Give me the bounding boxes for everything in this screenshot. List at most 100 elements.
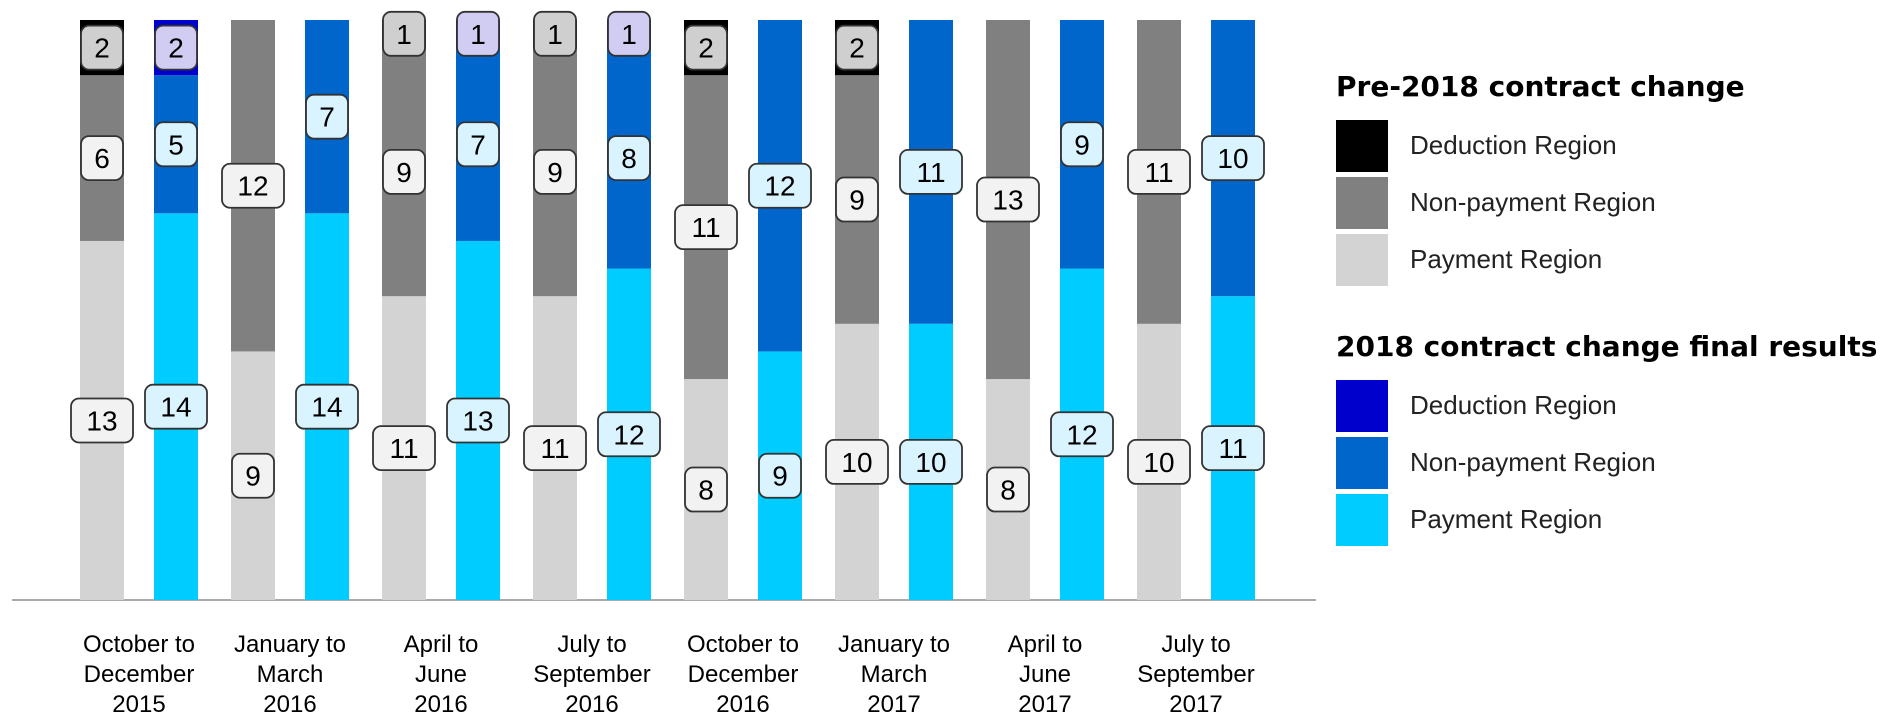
value-label-text: 12 — [1066, 419, 1097, 450]
legend-swatch — [1336, 379, 1388, 432]
value-label: 1 — [607, 10, 651, 57]
category-label-line: October to — [687, 631, 799, 658]
value-label-text: 10 — [915, 447, 946, 478]
category-label-line: March — [257, 661, 324, 688]
value-label-box — [758, 452, 802, 499]
value-label: 14 — [295, 383, 359, 430]
value-label-box — [684, 466, 728, 513]
value-label-text: 11 — [691, 212, 720, 243]
value-label-box — [382, 10, 426, 57]
category-label-line: September — [1137, 661, 1254, 688]
category-label-line: December — [84, 661, 195, 688]
legend-item-deduction: Deduction Region — [1336, 117, 1876, 174]
value-label-box — [456, 10, 500, 57]
value-label-box — [154, 121, 198, 168]
category-label-line: January to — [838, 631, 950, 658]
legend-swatch — [1336, 176, 1388, 229]
category-label-line: 2016 — [565, 691, 618, 718]
legend-item-non-payment: Non-payment Region — [1336, 434, 1876, 491]
value-label-text: 2 — [94, 33, 110, 64]
value-label: 8 — [986, 466, 1030, 513]
legend-swatch — [1336, 233, 1388, 286]
value-label: 13 — [976, 176, 1040, 223]
value-label-text: 8 — [621, 143, 637, 174]
value-label-box — [80, 135, 124, 181]
category-label: July to September 2016 — [533, 631, 650, 718]
value-label: 12 — [597, 411, 661, 458]
value-label: 11 — [899, 149, 963, 195]
legend-title: 2018 contract change final results — [1336, 330, 1878, 363]
category-label-line: June — [1019, 661, 1071, 688]
value-label-text: 8 — [698, 475, 714, 506]
value-label: 1 — [382, 10, 426, 57]
value-label-text: 13 — [86, 405, 117, 436]
value-label-text: 7 — [470, 129, 486, 160]
category-label: January to March 2016 — [234, 631, 346, 718]
value-label: 2 — [154, 24, 198, 71]
value-label-box — [1201, 135, 1265, 181]
value-label-text: 9 — [547, 157, 563, 188]
category-label: April to June 2016 — [404, 631, 479, 718]
value-label-text: 9 — [1074, 129, 1090, 160]
value-label-box — [607, 10, 651, 57]
value-label: 12 — [748, 162, 812, 209]
category-label-line: 2015 — [112, 691, 165, 718]
value-label-text: 11 — [1218, 433, 1247, 464]
value-label-box — [1050, 411, 1114, 458]
value-label: 7 — [456, 121, 500, 168]
legend-title: Pre-2018 contract change — [1336, 70, 1745, 103]
value-label-text: 9 — [396, 157, 412, 188]
value-label-box — [523, 425, 587, 471]
value-label-text: 1 — [470, 19, 486, 50]
value-label-box — [221, 162, 285, 209]
value-label: 14 — [144, 383, 208, 430]
category-label-line: 2017 — [1018, 691, 1071, 718]
value-label: 9 — [382, 149, 426, 195]
value-label-text: 14 — [160, 392, 191, 423]
legend-label: Deduction Region — [1410, 390, 1617, 420]
value-label: 10 — [899, 439, 963, 485]
value-label: 1 — [533, 10, 577, 57]
legend-label: Deduction Region — [1410, 130, 1617, 160]
value-label-text: 9 — [772, 461, 788, 492]
value-label: 12 — [1050, 411, 1114, 458]
value-label-box — [1127, 439, 1191, 485]
category-label: October to December 2016 — [687, 631, 799, 718]
value-label-box — [533, 149, 577, 195]
value-label: 9 — [835, 176, 879, 223]
value-label-box — [674, 204, 738, 251]
value-label-box — [305, 93, 349, 140]
category-label: April to June 2017 — [1008, 631, 1083, 718]
value-label-box — [748, 162, 812, 209]
value-label: 12 — [221, 162, 285, 209]
legend-label: Non-payment Region — [1410, 187, 1656, 217]
legend: Pre-2018 contract change Deduction Regio… — [1336, 70, 1878, 548]
value-label-text: 5 — [168, 129, 184, 160]
legend-item-non-payment: Non-payment Region — [1336, 174, 1876, 231]
legend-label: Payment Region — [1410, 244, 1603, 274]
value-label-text: 14 — [311, 392, 342, 423]
value-label-text: 9 — [245, 461, 261, 492]
legend-item-payment: Payment Region — [1336, 491, 1876, 548]
value-label-box — [597, 411, 661, 458]
value-label: 10 — [825, 439, 889, 485]
value-label-box — [80, 24, 124, 71]
value-label-text: 6 — [94, 143, 110, 174]
category-label-line: April to — [404, 631, 479, 658]
value-label-text: 12 — [613, 419, 644, 450]
value-label-text: 12 — [237, 171, 268, 202]
value-label-box — [231, 452, 275, 499]
legend-label: Payment Region — [1410, 504, 1603, 534]
legend-group-2018: 2018 contract change final results Deduc… — [1336, 330, 1878, 548]
value-label-box — [899, 149, 963, 195]
value-label: 2 — [835, 24, 879, 71]
category-label: October to December 2015 — [83, 631, 195, 718]
category-label-line: July to — [1161, 631, 1230, 658]
value-label-text: 2 — [698, 33, 714, 64]
value-label-box — [835, 24, 879, 71]
value-label: 8 — [607, 135, 651, 181]
legend-item-deduction: Deduction Region — [1336, 377, 1876, 434]
category-label-line: April to — [1008, 631, 1083, 658]
category-label-line: June — [415, 661, 467, 688]
value-label-box — [899, 439, 963, 485]
